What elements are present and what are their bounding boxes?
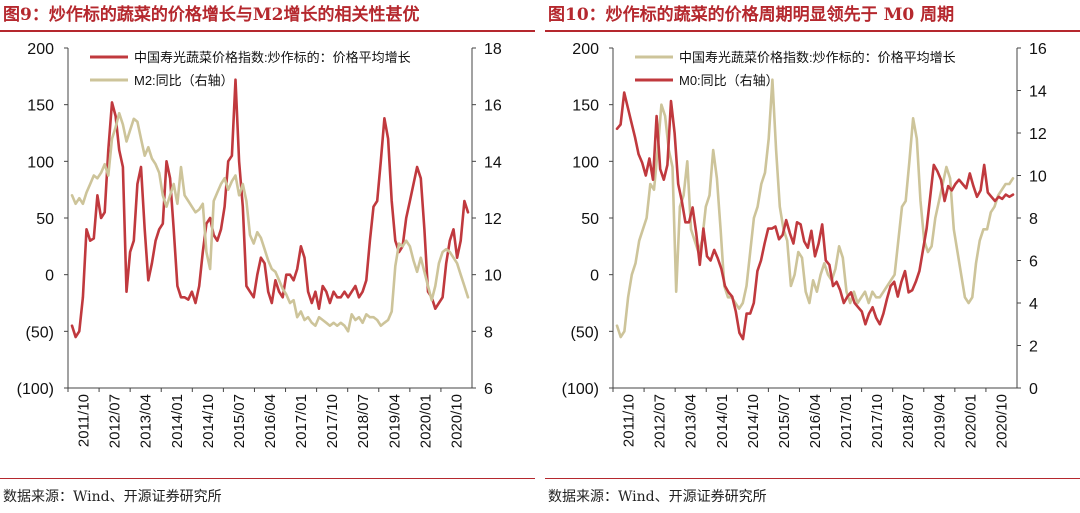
left-y-tick-label: 50	[581, 211, 599, 228]
figure-9-chart: 200 150 100 50 0 (50) (100) 18 16 14 12 10 8 6 2011/10…	[17, 41, 502, 448]
x-tick-label: 2017/10	[869, 394, 886, 448]
right-y-tick-label: 0	[1029, 381, 1038, 398]
legend-label-2: M0:同比（右轴）	[679, 73, 779, 88]
x-tick-label: 2013/04	[138, 394, 155, 448]
right-y-tick-label: 18	[484, 41, 502, 58]
left-y-tick-label: 50	[36, 211, 54, 228]
x-tick-label: 2018/07	[355, 394, 372, 448]
figure-9-title-rule	[0, 30, 535, 32]
right-y-tick-label: 12	[1029, 126, 1047, 143]
x-tick-label: 2020/01	[962, 394, 979, 448]
left-y-tick-label: 100	[27, 154, 54, 171]
x-tick-label: 2017/10	[324, 394, 341, 448]
figure-9-title: 图9：炒作标的蔬菜的价格增长与M2增长的相关性甚优	[3, 5, 420, 25]
right-y-tick-label: 10	[1029, 169, 1047, 186]
right-y-tick-label: 2	[1029, 339, 1038, 356]
x-tick-label: 2015/07	[231, 394, 248, 448]
x-tick-label: 2014/10	[745, 394, 762, 448]
x-tick-label: 2019/04	[386, 394, 403, 448]
left-y-tick-label: 0	[45, 268, 54, 285]
left-y-tick-label: (50)	[26, 324, 54, 341]
left-y-tick-label: 100	[572, 154, 599, 171]
figure-10-chart: 200 150 100 50 0 (50) (100) 16 14 12 10 8 6 4 2 0 2011/1…	[562, 41, 1047, 448]
series-line-1	[70, 78, 470, 339]
x-tick-label: 2014/01	[169, 394, 186, 448]
x-tick-label: 2017/01	[293, 394, 310, 448]
left-y-tick-label: 200	[27, 41, 54, 58]
x-tick-label: 2020/10	[993, 394, 1010, 448]
right-y-tick-label: 14	[484, 154, 502, 171]
left-y-tick-label: (100)	[562, 381, 599, 398]
x-tick-label: 2019/04	[931, 394, 948, 448]
left-y-tick-label: 0	[590, 268, 599, 285]
figure-10-source-rule	[545, 478, 1080, 479]
legend-label-1: 中国寿光蔬菜价格指数:炒作标的：价格平均增长	[134, 50, 411, 65]
figure-9-source: 数据来源：Wind、开源证券研究所	[3, 489, 222, 505]
x-tick-label: 2020/01	[417, 394, 434, 448]
right-y-tick-label: 4	[1029, 296, 1038, 313]
series-line-1	[615, 78, 1015, 339]
left-y-tick-label: 150	[572, 98, 599, 115]
right-y-tick-label: 16	[1029, 41, 1047, 58]
x-tick-label: 2011/10	[621, 394, 638, 447]
x-tick-label: 2013/04	[683, 394, 700, 448]
series-line-2	[615, 91, 1015, 341]
left-y-tick-label: 150	[27, 98, 54, 115]
legend-label-2: M2:同比（右轴）	[134, 73, 234, 88]
figure-9-panel: 图9：炒作标的蔬菜的价格增长与M2增长的相关性甚优 200 150 100 50 0 (5…	[0, 0, 535, 513]
right-y-tick-label: 8	[1029, 211, 1038, 228]
x-tick-label: 2017/01	[838, 394, 855, 448]
right-y-tick-label: 12	[484, 211, 502, 228]
right-y-tick-label: 6	[1029, 254, 1038, 271]
x-tick-label: 2016/04	[807, 394, 824, 448]
right-y-tick-label: 10	[484, 268, 502, 285]
legend-label-1: 中国寿光蔬菜价格指数:炒作标的：价格平均增长	[679, 50, 956, 65]
figure-10-title: 图10：炒作标的蔬菜的价格周期明显领先于 M0 周期	[548, 5, 955, 25]
left-y-tick-label: (50)	[571, 324, 599, 341]
left-y-tick-label: (100)	[17, 381, 54, 398]
right-y-tick-label: 6	[484, 381, 493, 398]
x-tick-label: 2020/10	[448, 394, 465, 448]
right-y-tick-label: 8	[484, 324, 493, 341]
figure-10-source: 数据来源：Wind、开源证券研究所	[548, 489, 767, 505]
figure-10-title-rule	[545, 30, 1080, 32]
figure-10-panel: 图10：炒作标的蔬菜的价格周期明显领先于 M0 周期 200 150 100 50 0(…	[545, 0, 1080, 513]
x-tick-label: 2016/04	[262, 394, 279, 448]
x-tick-label: 2014/10	[200, 394, 217, 448]
left-y-tick-label: 200	[572, 41, 599, 58]
right-y-tick-label: 14	[1029, 84, 1047, 101]
x-tick-label: 2012/07	[652, 394, 669, 448]
x-tick-label: 2012/07	[107, 394, 124, 448]
x-tick-label: 2014/01	[714, 394, 731, 448]
x-tick-label: 2018/07	[900, 394, 917, 448]
x-tick-label: 2011/10	[76, 394, 93, 447]
right-y-tick-label: 16	[484, 98, 502, 115]
figure-9-source-rule	[0, 478, 535, 479]
series-line-2	[70, 111, 470, 333]
x-tick-label: 2015/07	[776, 394, 793, 448]
